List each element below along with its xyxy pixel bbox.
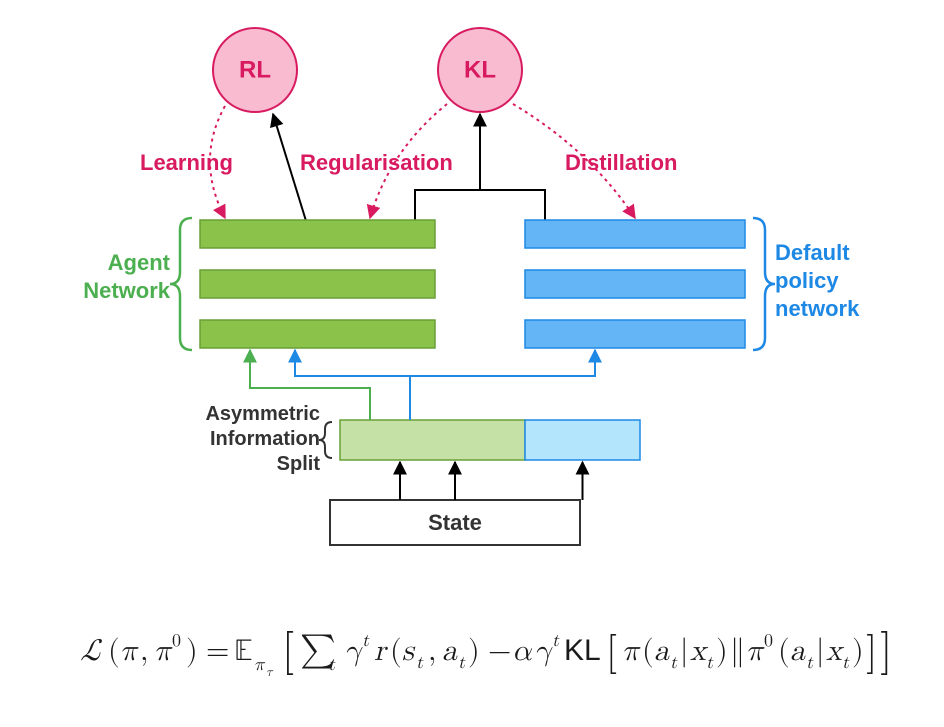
svg-text:t: t xyxy=(362,632,370,650)
svg-text:π: π xyxy=(154,636,173,666)
rl-node: RL xyxy=(213,28,297,112)
svg-text:r: r xyxy=(374,636,389,666)
default-layer xyxy=(525,220,745,248)
svg-text:]: ] xyxy=(866,632,877,674)
svg-text:π: π xyxy=(622,636,641,666)
learning-label: Learning xyxy=(140,150,233,175)
svg-text:π: π xyxy=(254,656,266,674)
regularisation-label: Regularisation xyxy=(300,150,453,175)
svg-text:s: s xyxy=(402,636,416,666)
default-brace-icon xyxy=(753,218,775,350)
default-network-label-2: policy xyxy=(775,268,839,293)
svg-text:a: a xyxy=(654,636,670,666)
agent-network-label-1: Agent xyxy=(108,250,171,275)
rl-label: RL xyxy=(239,57,271,84)
svg-text:(: ( xyxy=(390,636,402,668)
svg-text:(: ( xyxy=(642,636,654,668)
svg-text:t: t xyxy=(670,654,678,672)
svg-text:t: t xyxy=(806,654,814,672)
svg-text:): ) xyxy=(852,636,864,668)
loss-formula: ℒ(π,π0)=𝔼πτ[∑tγtr(st,at)−αγtKL[π(at|xt)∥… xyxy=(80,629,892,679)
svg-text:t: t xyxy=(416,654,424,672)
default-layer xyxy=(525,320,745,348)
agent-layer xyxy=(200,270,435,298)
svg-text:−: − xyxy=(488,636,511,666)
default-network-label-1: Default xyxy=(775,240,850,265)
svg-text:α: α xyxy=(512,636,532,666)
asym-split-green xyxy=(340,420,525,460)
kl-node: KL xyxy=(438,28,522,112)
svg-text:γ: γ xyxy=(344,636,363,667)
svg-text:t: t xyxy=(458,654,466,672)
state-label: State xyxy=(428,510,482,535)
svg-text:[: [ xyxy=(606,632,617,674)
svg-text:): ) xyxy=(468,636,480,668)
asym-to-default-arrow-right xyxy=(410,350,595,376)
agent-layer xyxy=(200,320,435,348)
agent-network-label-2: Network xyxy=(83,278,171,303)
svg-text:|: | xyxy=(680,636,688,668)
default-network-bars xyxy=(525,220,745,348)
svg-text:t: t xyxy=(328,656,336,674)
svg-text:∥: ∥ xyxy=(730,636,745,668)
svg-text:𝔼: 𝔼 xyxy=(234,636,252,666)
distillation-label: Distillation xyxy=(565,150,677,175)
svg-text:t: t xyxy=(552,632,560,650)
svg-text:,: , xyxy=(140,636,148,666)
svg-text:t: t xyxy=(842,654,850,672)
svg-text:): ) xyxy=(716,636,728,668)
svg-text:]: ] xyxy=(880,629,892,675)
asym-label-3: Split xyxy=(277,453,321,475)
svg-text:=: = xyxy=(206,636,229,666)
svg-text:KL: KL xyxy=(564,634,601,667)
svg-text:): ) xyxy=(186,636,198,668)
svg-text:t: t xyxy=(706,654,714,672)
svg-text:|: | xyxy=(816,636,824,668)
svg-text:a: a xyxy=(790,636,806,666)
svg-text:0: 0 xyxy=(764,632,773,650)
svg-text:(: ( xyxy=(778,636,790,668)
svg-text:a: a xyxy=(442,636,458,666)
svg-text:π: π xyxy=(746,636,765,666)
agent-brace-icon xyxy=(170,218,192,350)
svg-text:τ: τ xyxy=(266,666,274,679)
kl-label: KL xyxy=(464,57,496,84)
svg-text:ℒ: ℒ xyxy=(80,636,103,666)
default-layer xyxy=(525,270,745,298)
svg-text:π: π xyxy=(120,636,139,666)
asym-label-1: Asymmetric xyxy=(205,403,320,425)
svg-text:0: 0 xyxy=(172,632,181,650)
default-network-label-3: network xyxy=(775,296,860,321)
agent-layer xyxy=(200,220,435,248)
agent-network-bars xyxy=(200,220,435,348)
svg-text:,: , xyxy=(428,636,436,666)
asym-label-2: Information xyxy=(210,428,320,450)
diagram-canvas: RL KL Learning Regularisation Distillati… xyxy=(0,0,944,727)
svg-text:γ: γ xyxy=(534,636,553,667)
asym-brace-icon xyxy=(319,422,332,458)
svg-text:[: [ xyxy=(282,629,294,675)
asym-split-blue xyxy=(525,420,640,460)
svg-text:(: ( xyxy=(108,636,120,668)
